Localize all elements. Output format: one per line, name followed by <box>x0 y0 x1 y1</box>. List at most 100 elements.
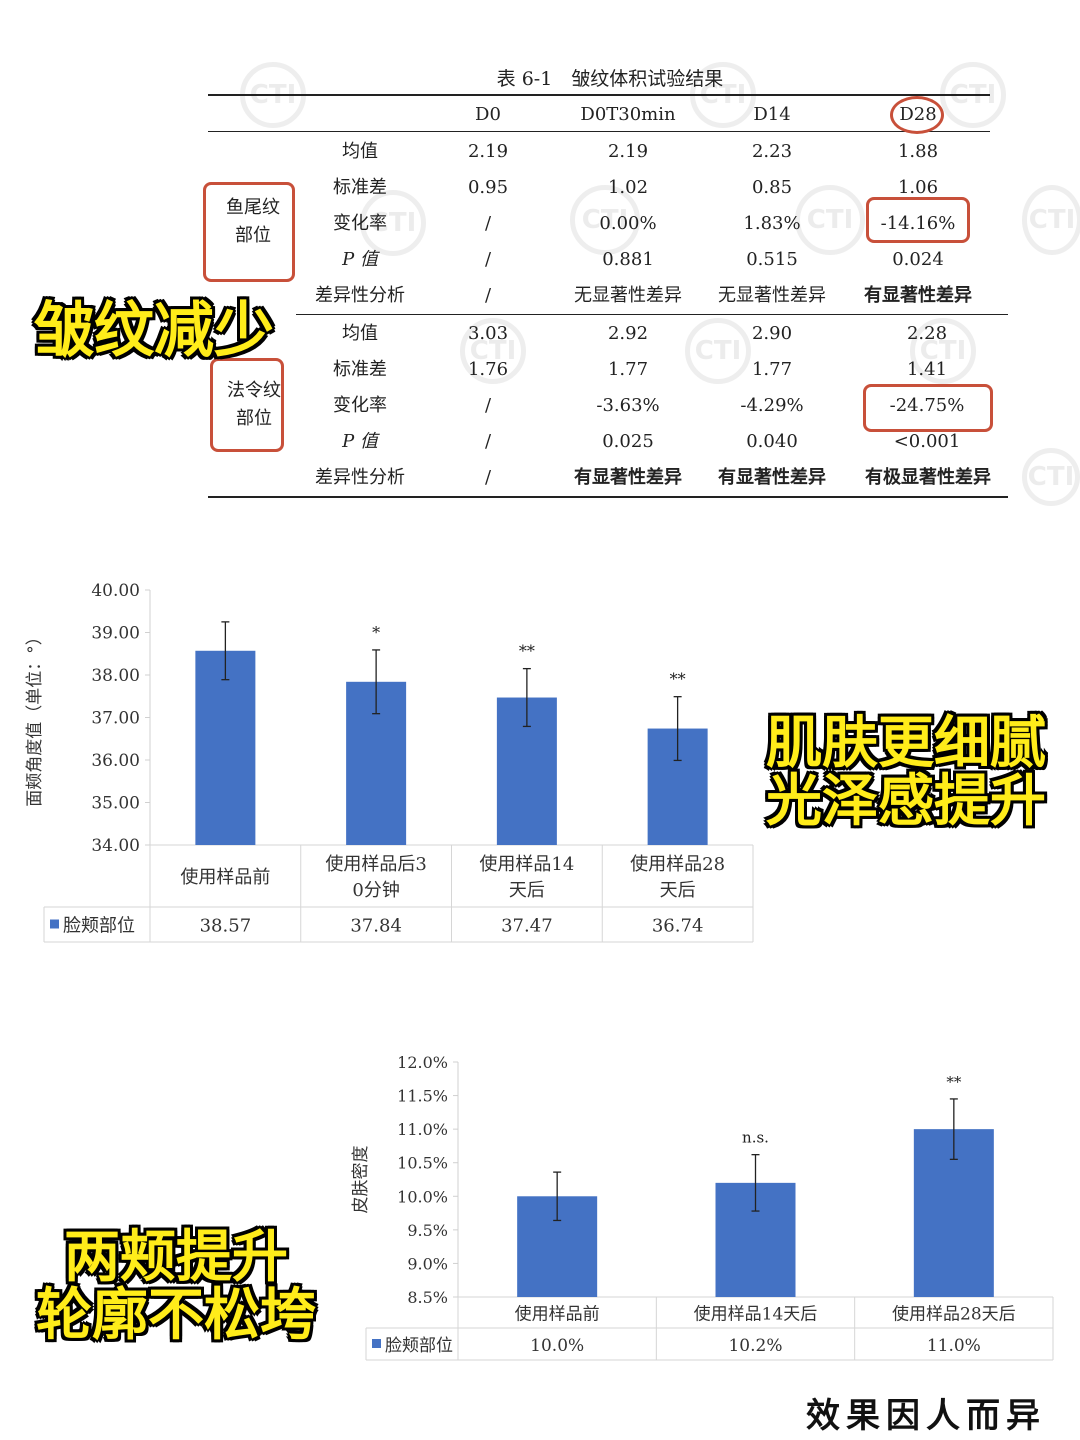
highlight-box <box>866 197 970 243</box>
row-label: 标准差 <box>333 359 387 380</box>
category-label: 使用样品28天后 <box>892 1304 1016 1325</box>
cell: 2.90 <box>751 323 793 344</box>
watermark-stamp: CTI <box>360 190 426 256</box>
table-group-rule <box>296 314 1008 315</box>
cell: -14.16% <box>880 213 956 234</box>
significance-mark: ** <box>946 1073 962 1091</box>
cell: / <box>484 285 492 306</box>
category-label: 使用样品14天后 <box>694 1304 818 1325</box>
cell: / <box>484 213 492 234</box>
watermark-stamp: CTI <box>1022 185 1080 255</box>
watermark-stamp: CTI <box>460 318 526 384</box>
row-label: 差异性分析 <box>315 285 405 306</box>
watermark-stamp: CTI <box>1022 448 1080 506</box>
y-tick-label: 10.5% <box>397 1154 448 1173</box>
y-tick-label: 8.5% <box>407 1288 448 1307</box>
cell: 1.83% <box>743 213 801 234</box>
cell: 有显著性差异 <box>574 467 682 488</box>
group-label: 鱼尾纹 部位 <box>226 197 280 246</box>
cell: -24.75% <box>889 395 965 416</box>
footer-disclaimer: 效果因人而异 <box>806 1396 1046 1436</box>
cell: 2.19 <box>607 141 649 162</box>
bar <box>195 650 256 845</box>
row-label: 标准差 <box>333 177 387 198</box>
table-bottom-rule <box>208 496 1008 498</box>
watermark-stamp: CTI <box>685 318 751 384</box>
cell: 无显著性差异 <box>718 285 826 306</box>
cell: 3.03 <box>467 323 509 344</box>
y-tick-label: 9.5% <box>407 1221 448 1240</box>
data-label: 10.0% <box>530 1336 584 1356</box>
cell: / <box>484 467 492 488</box>
cell: 1.02 <box>607 177 649 198</box>
data-label: 37.84 <box>350 916 402 937</box>
highlight-circle <box>890 96 944 134</box>
group-label: 法令纹 部位 <box>227 380 281 429</box>
cell: 有显著性差异 <box>864 285 972 306</box>
cell: 有显著性差异 <box>718 467 826 488</box>
cell: 0.515 <box>746 249 798 270</box>
caption-glow-improve: 光泽感提升 <box>766 769 1046 834</box>
row-label: 变化率 <box>333 213 387 234</box>
row-label: 均值 <box>342 141 378 162</box>
row-label: P 值 <box>342 249 378 270</box>
significance-mark: ** <box>670 670 686 689</box>
highlight-box <box>863 384 993 432</box>
cell: 1.77 <box>751 359 793 380</box>
cell: <0.001 <box>893 431 961 452</box>
significance-mark: * <box>372 623 380 642</box>
legend-label: 脸颊部位 <box>63 916 135 937</box>
cell: 1.77 <box>607 359 649 380</box>
cell: / <box>484 395 492 416</box>
cell: 0.040 <box>746 431 798 452</box>
chart-cheek-angle: 40.00 39.00 38.00 37.00 36.00 35.00 34.00 面颊角度值… <box>25 581 754 943</box>
table-title: 表 6-1 皱纹体积试验结果 <box>496 68 724 90</box>
y-tick-label: 35.00 <box>91 794 140 814</box>
cell: 1.06 <box>897 177 939 198</box>
significance-mark: ** <box>519 642 535 661</box>
legend-swatch <box>50 919 59 929</box>
watermark-stamp: CTI <box>795 185 865 255</box>
cell: -3.63% <box>596 395 660 416</box>
cell: 0.881 <box>602 249 654 270</box>
y-tick-label: 38.00 <box>91 666 140 686</box>
cell: 0.00% <box>599 213 657 234</box>
cell: 0.95 <box>467 177 509 198</box>
category-label: 使用样品前 <box>180 867 270 888</box>
data-label: 36.74 <box>652 916 704 937</box>
category-label: 使用样品前 <box>515 1304 600 1325</box>
row-label: 变化率 <box>333 395 387 416</box>
col-header: D0 <box>475 104 501 125</box>
cell: 2.92 <box>607 323 649 344</box>
y-tick-label: 9.0% <box>407 1254 448 1273</box>
cell: -4.29% <box>740 395 804 416</box>
data-label: 38.57 <box>200 916 252 937</box>
y-tick-label: 10.0% <box>397 1187 448 1206</box>
cell: 2.23 <box>751 141 793 162</box>
y-axis-label: 面颊角度值（单位：°） <box>25 628 45 807</box>
row-label: 均值 <box>342 323 378 344</box>
cell: 0.024 <box>892 249 944 270</box>
y-tick-label: 37.00 <box>91 709 140 729</box>
watermark-stamp: CTI <box>570 185 640 255</box>
data-label: 10.2% <box>728 1336 782 1356</box>
highlight-box <box>210 358 284 452</box>
cell: 1.88 <box>897 141 939 162</box>
caption-wrinkle-reduce: 皱纹减少 <box>34 296 274 366</box>
legend-label: 脸颊部位 <box>385 1336 453 1356</box>
y-tick-label: 36.00 <box>91 751 140 771</box>
y-tick-label: 11.5% <box>397 1087 448 1106</box>
chart-skin-density: 12.0% 11.5% 11.0% 10.5% 10.0% 9.5% 9.0% 8.5% 皮肤密… <box>351 1053 1054 1361</box>
cell: 1.41 <box>906 359 948 380</box>
y-axis-label: 皮肤密度 <box>351 1146 371 1214</box>
significance-mark: n.s. <box>742 1129 769 1147</box>
cell: 有极显著性差异 <box>865 467 991 488</box>
row-label: 差异性分析 <box>315 467 405 488</box>
cell: / <box>484 249 492 270</box>
highlight-box <box>203 182 295 282</box>
watermark-stamp: CTI <box>910 318 976 384</box>
cell: 2.28 <box>906 323 948 344</box>
cell: 1.76 <box>467 359 509 380</box>
